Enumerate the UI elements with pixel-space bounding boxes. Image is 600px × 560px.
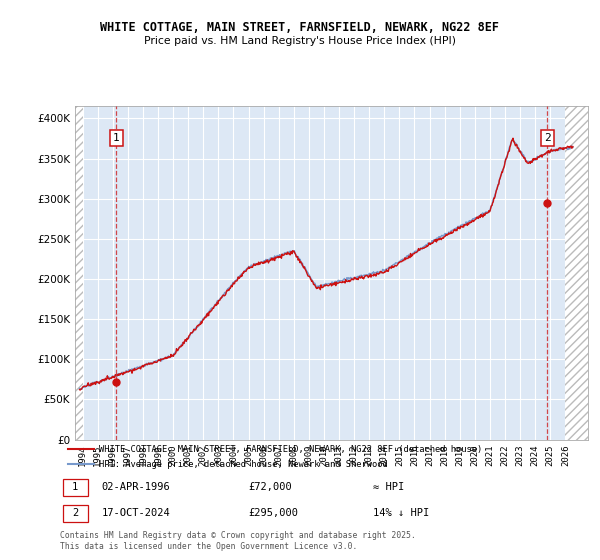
Text: 02-APR-1996: 02-APR-1996 — [102, 482, 170, 492]
FancyBboxPatch shape — [62, 505, 88, 522]
Text: £295,000: £295,000 — [248, 508, 298, 518]
Bar — [75, 106, 83, 440]
Text: 14% ↓ HPI: 14% ↓ HPI — [373, 508, 430, 518]
Text: Contains HM Land Registry data © Crown copyright and database right 2025.: Contains HM Land Registry data © Crown c… — [60, 531, 416, 540]
Text: HPI: Average price, detached house, Newark and Sherwood: HPI: Average price, detached house, Newa… — [99, 460, 388, 469]
Bar — [565, 106, 588, 440]
Text: £72,000: £72,000 — [248, 482, 292, 492]
Text: WHITE COTTAGE, MAIN STREET, FARNSFIELD, NEWARK, NG22 8EF: WHITE COTTAGE, MAIN STREET, FARNSFIELD, … — [101, 21, 499, 34]
Text: 2: 2 — [72, 508, 78, 518]
Text: 1: 1 — [72, 482, 78, 492]
Text: ≈ HPI: ≈ HPI — [373, 482, 404, 492]
FancyBboxPatch shape — [62, 479, 88, 496]
Text: 1: 1 — [113, 133, 120, 143]
Text: WHITE COTTAGE, MAIN STREET, FARNSFIELD, NEWARK, NG22 8EF (detached house): WHITE COTTAGE, MAIN STREET, FARNSFIELD, … — [99, 445, 482, 454]
Text: 17-OCT-2024: 17-OCT-2024 — [102, 508, 170, 518]
Text: This data is licensed under the Open Government Licence v3.0.: This data is licensed under the Open Gov… — [60, 542, 358, 551]
Text: Price paid vs. HM Land Registry's House Price Index (HPI): Price paid vs. HM Land Registry's House … — [144, 36, 456, 46]
Text: 2: 2 — [544, 133, 551, 143]
